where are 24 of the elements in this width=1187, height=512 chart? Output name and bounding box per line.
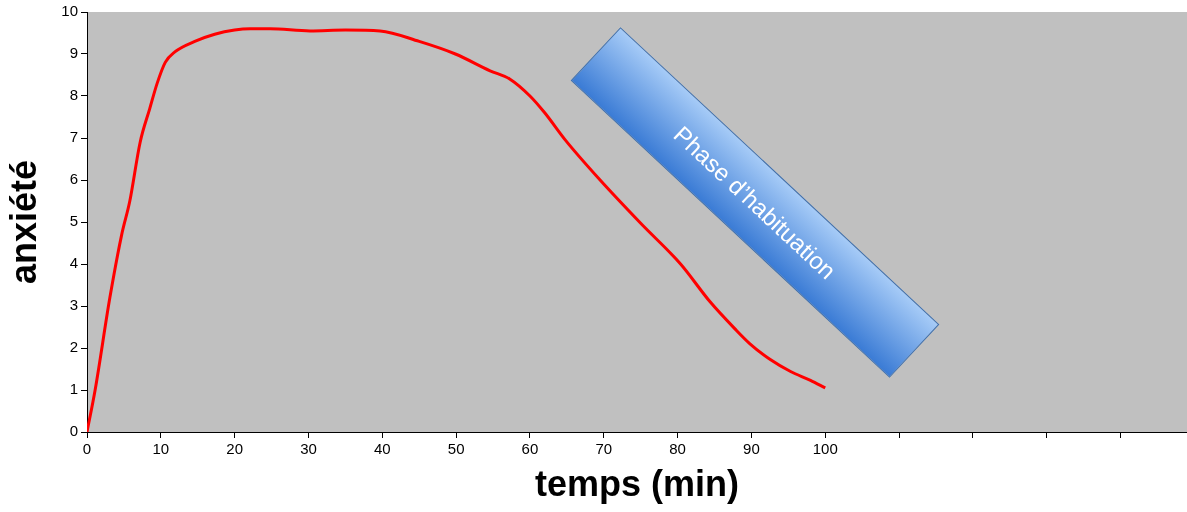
x-tick-label: 20 bbox=[226, 440, 243, 458]
y-tick-label: 9 bbox=[69, 44, 78, 62]
y-tick-label: 5 bbox=[69, 212, 78, 230]
y-tick-label: 8 bbox=[69, 86, 78, 104]
y-tick-label: 0 bbox=[69, 422, 78, 440]
x-tick-label: 90 bbox=[743, 440, 760, 458]
x-tick-label: 30 bbox=[300, 440, 317, 458]
x-tick-label: 60 bbox=[521, 440, 539, 458]
x-tick-label: 50 bbox=[447, 440, 465, 458]
y-tick-label: 1 bbox=[69, 380, 78, 398]
y-tick-label: 6 bbox=[69, 170, 78, 188]
y-tick-label: 7 bbox=[69, 128, 78, 146]
x-tick-label: 40 bbox=[373, 440, 391, 458]
x-tick-label: 100 bbox=[812, 440, 838, 458]
x-tick-label: 70 bbox=[595, 440, 613, 458]
x-tick-label: 0 bbox=[82, 440, 92, 458]
x-axis-title: temps (min) bbox=[534, 463, 740, 505]
y-axis-title: anxiété bbox=[2, 159, 44, 285]
y-tick-label: 2 bbox=[69, 338, 78, 356]
x-tick-label: 10 bbox=[152, 440, 170, 458]
y-tick-label: 4 bbox=[69, 254, 78, 272]
y-tick-label: 10 bbox=[61, 2, 78, 20]
y-tick-label: 3 bbox=[69, 296, 78, 314]
x-tick-label: 80 bbox=[669, 440, 686, 458]
